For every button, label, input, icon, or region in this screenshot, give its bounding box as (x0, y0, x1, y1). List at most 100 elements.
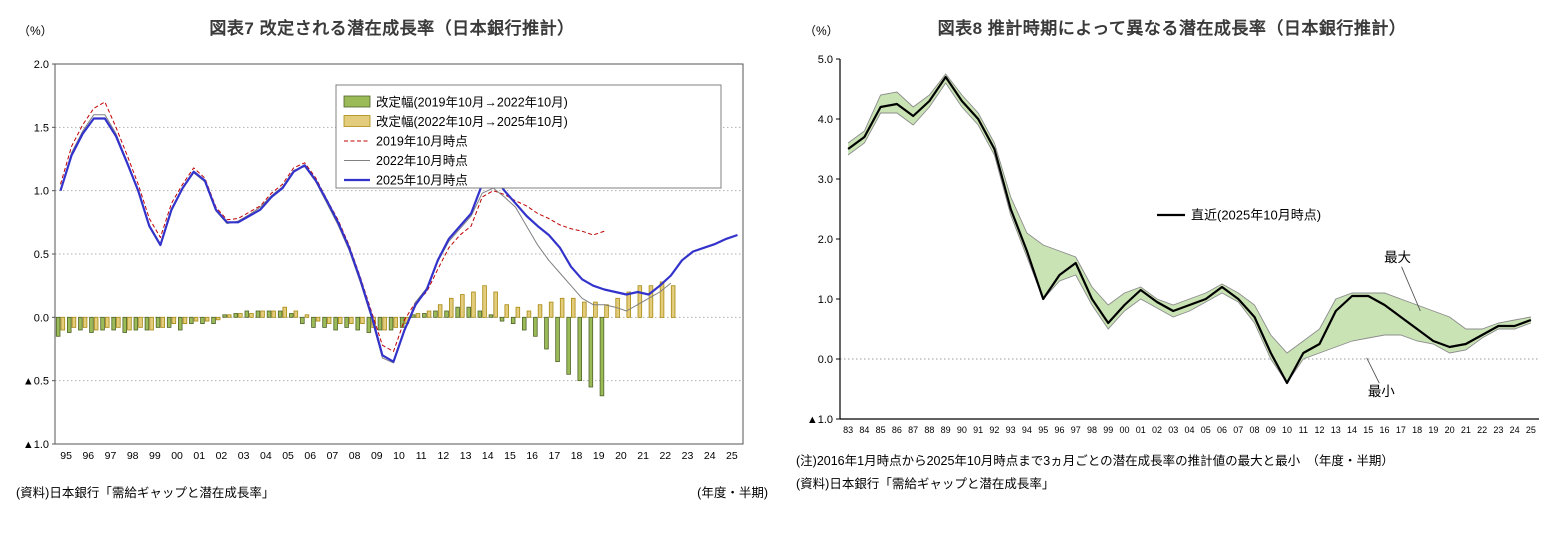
revision-bar (300, 316, 305, 324)
x-tick-label: 84 (859, 425, 869, 435)
x-tick-label: 07 (327, 450, 339, 462)
x-tick-label: 10 (1282, 425, 1292, 435)
recent-estimate-line (847, 75, 1532, 385)
x-tick-label: 97 (105, 450, 117, 462)
revision-bar (488, 314, 494, 318)
x-tick-label: 03 (1168, 425, 1178, 435)
legend-bar-swatch (343, 95, 371, 108)
revision-bar (127, 316, 132, 331)
revision-bar (460, 294, 465, 318)
left-title-row: （%） 図表7 改定される潜在成長率（日本銀行推計） (6, 6, 778, 42)
revision-bar (471, 291, 476, 318)
x-tick-label: 09 (371, 450, 383, 462)
revision-bar (133, 316, 139, 331)
right-chart-footer: (注)2016年1月時点から2025年10月時点まで3ヵ月ごとの潜在成長率の推計… (792, 440, 1552, 496)
revision-bar (637, 285, 643, 318)
revision-bar (448, 297, 454, 318)
revision-bar (659, 281, 665, 318)
x-tick-label: 89 (941, 425, 951, 435)
x-tick-label: 17 (1396, 425, 1406, 435)
revision-bar (78, 316, 83, 331)
x-tick-label: 05 (282, 450, 294, 462)
x-tick-label: 91 (973, 425, 983, 435)
x-tick-label: 05 (1201, 425, 1211, 435)
x-tick-label: 14 (1347, 425, 1357, 435)
revision-bar (211, 316, 216, 324)
x-axis-labels: 83 84 85 86 87 88 89 90 91 92 93 94 95 96 97 98 99 00 01 02… (843, 425, 1536, 435)
x-tick-label: 06 (304, 450, 316, 462)
y-tick-label: 4.0 (818, 114, 833, 126)
max-min-band (848, 74, 1531, 383)
revision-bar (426, 310, 432, 318)
x-tick-label: 11 (1299, 425, 1308, 435)
revision-bar (260, 310, 265, 318)
revision-bar (670, 285, 676, 318)
revision-bar (455, 306, 460, 318)
legend-label: 2019年10月時点 (376, 135, 468, 149)
x-tick-label: 22 (1477, 425, 1487, 435)
x-tick-label: 18 (571, 450, 583, 462)
x-tick-label: 09 (1266, 425, 1276, 435)
x-tick-label: 90 (957, 425, 967, 435)
x-tick-label: 06 (1217, 425, 1227, 435)
right-chart-canvas: 5.0 4.0 3.0 2.0 1.0 0.0 ▲1.0 83 84 85 86 87 88 89 90 91… (807, 54, 1539, 435)
revision-bar (360, 316, 365, 324)
revision-bar (315, 316, 321, 322)
legend-box (335, 84, 722, 189)
legend-label: 直近(2025年10月時点) (1191, 208, 1321, 223)
x-tick-label: 21 (637, 450, 649, 462)
revision-bar (60, 316, 66, 331)
y-tick-label: 5.0 (818, 54, 833, 66)
revision-bar (177, 316, 183, 331)
x-tick-label: 88 (924, 425, 934, 435)
revision-bar (100, 316, 105, 331)
revision-bar (344, 316, 349, 328)
right-chart-title: 図表8 推計時期によって異なる潜在成長率（日本銀行推計） (937, 19, 1407, 38)
revision-bar (444, 310, 449, 318)
revision-bar (493, 291, 498, 318)
revision-bar (482, 285, 487, 318)
right-note: (注)2016年1月時点から2025年10月時点まで3ヵ月ごとの潜在成長率の推計… (796, 454, 1394, 468)
revision-bar (366, 316, 372, 333)
revision-bar (433, 310, 438, 318)
revision-bar (189, 316, 194, 324)
revision-bars-2022-2025 (60, 281, 676, 331)
revision-bar (571, 297, 576, 318)
x-tick-label: 83 (843, 425, 853, 435)
revision-bar (71, 316, 77, 328)
series-2025-line (59, 117, 738, 363)
left-chart-footer: (資料)日本銀行「需給ギャップと潜在成長率」 (年度・半期) (6, 466, 778, 501)
revision-bar (415, 313, 421, 318)
annotation-label: 最大 (1384, 250, 1411, 265)
x-tick-label: 24 (704, 450, 716, 462)
x-tick-label: 18 (1412, 425, 1422, 435)
revision-bar (626, 291, 632, 318)
x-tick-label: 93 (1006, 425, 1016, 435)
legend: 改定幅(2019年10月→2022年10月) 改定幅(2022年10月→2025年… (335, 84, 722, 189)
x-tick-label: 08 (1250, 425, 1260, 435)
revision-bar (200, 316, 205, 324)
x-tick-label: 01 (1136, 425, 1146, 435)
x-tick-label: 13 (460, 450, 472, 462)
max-line (847, 73, 1531, 354)
x-tick-label: 20 (1445, 425, 1455, 435)
annotation-leader-line (1401, 266, 1421, 312)
revision-bar (349, 316, 354, 324)
revision-bar (326, 316, 332, 324)
revision-bar (193, 316, 199, 322)
y-tick-label: 0.5 (34, 249, 49, 261)
revision-bar (555, 316, 560, 362)
revision-bar (105, 316, 110, 328)
x-tick-label: 97 (1071, 425, 1081, 435)
left-y-axis-unit-label: （%） (18, 24, 53, 38)
revision-bar (222, 314, 227, 318)
y-tick-label: 1.5 (34, 122, 49, 134)
revision-bar (311, 316, 316, 328)
revision-bar (399, 316, 405, 328)
x-tick-label: 12 (438, 450, 450, 462)
revision-bar (116, 316, 121, 328)
x-tick-label: 19 (1428, 425, 1438, 435)
revision-bar (144, 316, 150, 331)
x-tick-label: 20 (615, 450, 627, 462)
